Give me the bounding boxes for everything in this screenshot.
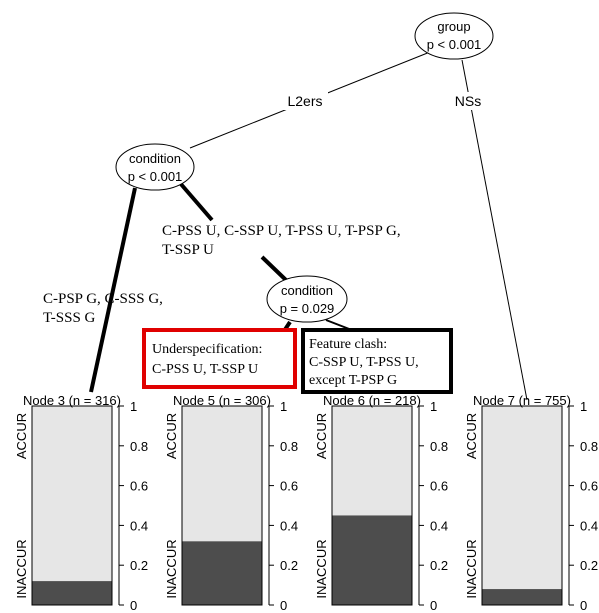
y-tick-label-3-4: 0.8: [430, 439, 448, 454]
root-node: group p < 0.001: [414, 12, 494, 60]
bar-inaccur-1: [32, 581, 112, 605]
accur-label-1: ACCUR: [14, 413, 29, 459]
edge-label-node3-line2: T-SSS G: [43, 310, 96, 326]
panel-frame-1: [31, 405, 113, 606]
y-tick-label-4-3: 0.6: [580, 479, 598, 494]
edge-node2-node4-lower: [260, 255, 290, 284]
node4-pvalue: p = 0.029: [280, 301, 335, 316]
edge-node2-node4: [178, 181, 214, 222]
edge-label-node4-line2: T-SSP U: [162, 242, 214, 258]
y-tick-label-3-1: 0.2: [430, 558, 448, 573]
y-tick-label-4-2: 0.4: [580, 518, 598, 533]
bar-inaccur-3: [332, 515, 412, 605]
accur-label-4: ACCUR: [464, 413, 479, 459]
y-tick-label-3-5: 1: [430, 399, 437, 414]
panel-frame-2: [181, 405, 263, 606]
y-tick-label-4-1: 0.2: [580, 558, 598, 573]
feature-clash-conditions: C-SSP U, T-PSS U,: [309, 355, 419, 370]
edge-root-node7: [461, 59, 528, 401]
terminal-node-3: Node 6 (n = 218) 0 0.2 0.4 0.6 0.8 1 ACCUR INACC…: [314, 393, 448, 613]
edge-label-l2ers: L2ers: [287, 93, 322, 109]
y-tick-label-2-5: 1: [280, 399, 287, 414]
underspecification-title: Underspecification:: [152, 342, 262, 357]
bar-accur-1: [32, 406, 112, 605]
terminal-node-1: Node 3 (n = 316) 0 0.2 0.4 0.6 0.8 1 ACCUR INACC…: [14, 393, 148, 613]
terminal-node-panels: Node 3 (n = 316) 0 0.2 0.4 0.6 0.8 1 ACCUR INACC…: [14, 393, 598, 613]
underspecification-box: Underspecification: C-PSS U, T-SSP U: [142, 328, 297, 389]
y-tick-label-4-5: 1: [580, 399, 587, 414]
y-tick-label-1-4: 0.8: [130, 439, 148, 454]
terminal-node-4: Node 7 (n = 755) 0 0.2 0.4 0.6 0.8 1 ACCUR INACC…: [464, 393, 598, 613]
bar-inaccur-4: [482, 589, 562, 605]
feature-clash-title: Feature clash:: [309, 337, 387, 352]
inaccur-label-4: INACCUR: [464, 539, 479, 598]
edge-label-nss: NSs: [455, 93, 481, 109]
node2-label: condition: [129, 151, 181, 166]
panel-frame-3: [331, 405, 413, 606]
feature-clash-box: Feature clash: C-SSP U, T-PSS U, except …: [301, 328, 453, 394]
terminal-node-2: Node 5 (n = 306) 0 0.2 0.4 0.6 0.8 1 ACCUR INACC…: [164, 393, 298, 613]
y-tick-label-2-4: 0.8: [280, 439, 298, 454]
root-node-label: group: [437, 19, 470, 34]
y-tick-label-1-2: 0.4: [130, 518, 148, 533]
node2-pvalue: p < 0.001: [128, 169, 183, 184]
accur-label-2: ACCUR: [164, 413, 179, 459]
y-tick-label-2-3: 0.6: [280, 479, 298, 494]
node2-condition: condition p < 0.001: [115, 143, 195, 191]
y-tick-label-1-3: 0.6: [130, 479, 148, 494]
node-title-3: Node 6 (n = 218): [323, 393, 421, 408]
y-tick-label-1-1: 0.2: [130, 558, 148, 573]
y-tick-label-2-1: 0.2: [280, 558, 298, 573]
underspecification-conditions: C-PSS U, T-SSP U: [152, 362, 258, 377]
y-tick-label-2-2: 0.4: [280, 518, 298, 533]
y-tick-label-1-0: 0: [130, 598, 137, 613]
edge-label-node4-line1: C-PSS U, C-SSP U, T-PSS U, T-PSP G,: [162, 223, 401, 239]
feature-clash-exception: except T-PSP G: [309, 373, 397, 388]
y-tick-label-3-0: 0: [430, 598, 437, 613]
y-tick-label-4-0: 0: [580, 598, 587, 613]
y-tick-label-3-2: 0.4: [430, 518, 448, 533]
node-title-1: Node 3 (n = 316): [23, 393, 121, 408]
bar-inaccur-2: [182, 541, 262, 605]
accur-label-3: ACCUR: [314, 413, 329, 459]
node4-condition: condition p = 0.029: [266, 275, 348, 323]
y-tick-label-1-5: 1: [130, 399, 137, 414]
inaccur-label-2: INACCUR: [164, 539, 179, 598]
y-tick-label-4-4: 0.8: [580, 439, 598, 454]
node-title-2: Node 5 (n = 306): [173, 393, 271, 408]
edge-label-node3-line1: C-PSP G, C-SSS G,: [43, 291, 163, 307]
root-node-pvalue: p < 0.001: [427, 37, 482, 52]
node4-label: condition: [281, 283, 333, 298]
bar-accur-4: [482, 406, 562, 605]
y-tick-label-3-3: 0.6: [430, 479, 448, 494]
node-title-4: Node 7 (n = 755): [473, 393, 571, 408]
inaccur-label-3: INACCUR: [314, 539, 329, 598]
y-tick-label-2-0: 0: [280, 598, 287, 613]
panel-frame-4: [481, 405, 563, 606]
edge-node2-node3: [89, 187, 137, 393]
inaccur-label-1: INACCUR: [14, 539, 29, 598]
